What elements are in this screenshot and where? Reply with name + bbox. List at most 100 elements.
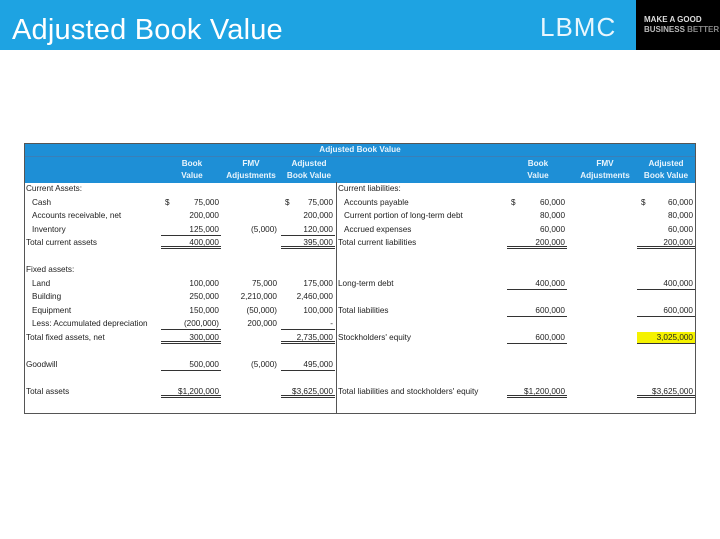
table-row (25, 345, 695, 359)
table-row: Goodwill 500,000 (5,000) 495,000 (25, 359, 695, 373)
book-value: $60,000 (507, 197, 567, 209)
fmv-value: (5,000) (223, 359, 279, 371)
row-label: Total liabilities and stockholders' equi… (337, 386, 508, 398)
col-label: Value (527, 171, 549, 180)
row-label: Cash (25, 197, 166, 209)
book-value: 400,000 (507, 278, 567, 290)
adj-value: 175,000 (281, 278, 335, 290)
table-row: Accounts receivable, net 200,000 200,000 Cu… (25, 210, 695, 224)
row-label: Total current liabilities (337, 237, 508, 249)
row-label-text: Total liabilities and stockholders' equi… (338, 386, 479, 396)
book-value: (200,000) (161, 318, 221, 330)
row-label-text: Cash (32, 197, 52, 207)
tagline: MAKE A GOOD BUSINESS BETTER (636, 0, 720, 50)
adj-value: $75,000 (281, 197, 335, 209)
book-value: 80,000 (507, 210, 567, 222)
table-row (25, 251, 695, 265)
table-row: Total current assets 400,000 395,000 Total … (25, 237, 695, 251)
adj-value: 2,460,000 (281, 291, 335, 303)
adj-value: 80,000 (637, 210, 695, 222)
table-row: Equipment 150,000 (50,000) 100,000 Total lia… (25, 305, 695, 319)
book-value-text: 200,000 (535, 238, 565, 247)
row-label-text: Building (32, 292, 62, 301)
adj-value-text: 395,000 (303, 238, 333, 247)
adj-value: 100,000 (281, 305, 335, 317)
col-label: Book (181, 159, 203, 168)
col-fmv: FMV Adjustments (221, 158, 281, 182)
adj-value: 400,000 (637, 278, 695, 290)
table-row: Cash $75,000 $75,000 Accounts payable $60,00… (25, 197, 695, 211)
col-label: Adjusted (648, 159, 684, 168)
lbmc-logo: LBMC (540, 12, 617, 42)
adj-value: 600,000 (637, 305, 695, 317)
row-label: Current liabilities: (337, 183, 508, 195)
adj-value-text: 495,000 (303, 359, 333, 369)
adj-value-text: 2,460,000 (296, 292, 333, 301)
adj-value-text: 100,000 (303, 305, 333, 315)
row-label: Equipment (25, 305, 166, 317)
column-divider (336, 182, 337, 413)
col-label: Value (181, 171, 203, 180)
row-label: Total fixed assets, net (25, 332, 160, 344)
book-value-text: 80,000 (539, 211, 565, 220)
book-value: 125,000 (161, 224, 221, 236)
adj-value-text: 75,000 (307, 197, 333, 207)
row-label: Total assets (25, 386, 160, 398)
adj-value-text: 60,000 (667, 224, 693, 234)
row-label: Accrued expenses (337, 224, 514, 236)
adj-value: 395,000 (281, 237, 335, 249)
row-label-text: Land (32, 278, 51, 288)
book-value-text: 150,000 (189, 305, 219, 315)
col-label: Adjustments (580, 171, 630, 180)
adj-value: $3,625,000 (637, 386, 695, 398)
row-label: Inventory (25, 224, 166, 236)
adj-value: 2,735,000 (281, 332, 335, 344)
fmv-value: (5,000) (223, 224, 279, 236)
adj-value-text: 80,000 (667, 211, 693, 220)
col-label: Adjusted (291, 159, 327, 168)
col-book-value: Book Value (161, 158, 223, 182)
row-label: Accounts receivable, net (25, 210, 166, 222)
row-label: Land (25, 278, 166, 290)
col-label: Book Value (643, 171, 689, 180)
book-value: $75,000 (161, 197, 221, 209)
row-label-text: Total current assets (26, 238, 97, 247)
book-value: 500,000 (161, 359, 221, 371)
adj-value-text: 200,000 (303, 211, 333, 220)
row-label: Accounts payable (337, 197, 514, 209)
book-value-text: $1,200,000 (178, 386, 219, 396)
table-header: Book Value FMV Adjustments Adjusted Book Va… (25, 157, 695, 183)
fmv-value: 200,000 (223, 318, 279, 330)
currency-symbol: $ (641, 197, 646, 207)
row-label: Current Assets: (25, 183, 160, 195)
col-label: Adjustments (226, 171, 276, 180)
book-value-text: 600,000 (535, 305, 565, 315)
book-value: 600,000 (507, 332, 567, 344)
adj-value-text: 175,000 (303, 278, 333, 288)
book-value-text: 400,000 (535, 278, 565, 288)
book-value: 250,000 (161, 291, 221, 303)
book-value-text: (200,000) (183, 319, 219, 328)
table-row: Building 250,000 2,210,000 2,460,000 (25, 291, 695, 305)
book-value-text: $1,200,000 (524, 386, 565, 396)
adj-value: 495,000 (281, 359, 335, 371)
col-label: Book (527, 159, 549, 168)
table-title: Adjusted Book Value (25, 144, 695, 157)
row-label-text: Current portion of long-term debt (344, 211, 463, 220)
adjusted-book-value-table: Adjusted Book Value Book Value FMV Adjustm… (24, 143, 696, 414)
table-row: Total assets $1,200,000 $3,625,000 Total li… (25, 386, 695, 400)
row-label: Total liabilities (337, 305, 508, 317)
row-label-text: Current liabilities: (338, 184, 401, 193)
row-label-text: Total assets (26, 386, 70, 396)
fmv-value: (50,000) (223, 305, 279, 317)
book-value: 200,000 (507, 237, 567, 249)
row-label-text: Total liabilities (338, 305, 389, 315)
book-value-text: 600,000 (535, 332, 565, 342)
row-label: Current portion of long-term debt (337, 210, 514, 222)
row-label: Total current assets (25, 237, 160, 249)
table-body: Current Assets: Current liabilities: Cash $… (25, 183, 695, 399)
row-label: Less: Accumulated depreciation (25, 318, 166, 330)
adj-value-text: 600,000 (663, 305, 693, 315)
col-label: FMV (242, 159, 260, 168)
row-label-text: Accounts receivable, net (32, 211, 122, 220)
